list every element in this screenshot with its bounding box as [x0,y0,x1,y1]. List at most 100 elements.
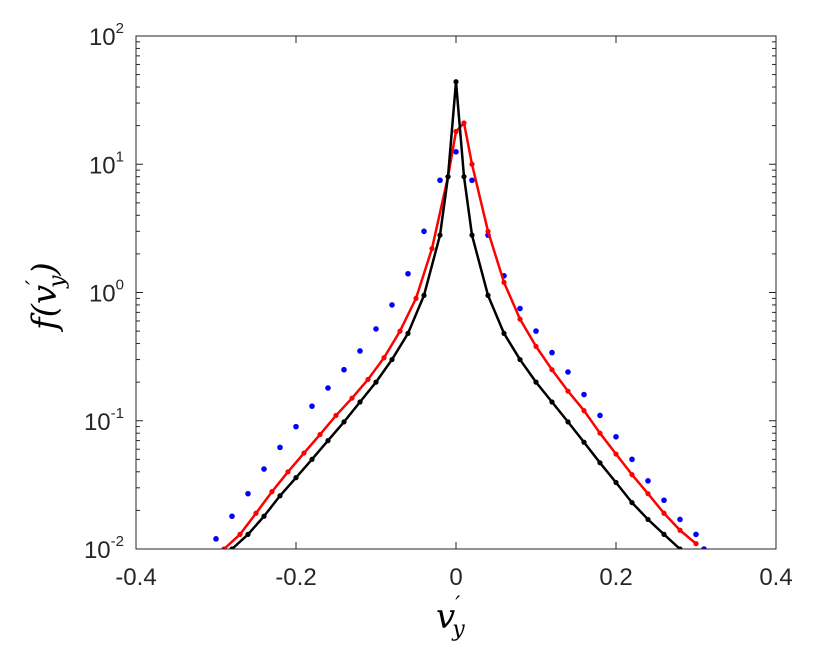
y-tick-label: 102 [89,20,124,51]
y-axis-label-prime: ′ [23,280,48,285]
series-line [223,121,697,549]
data-point [237,531,243,537]
y-tick-exponent: 1 [116,148,124,165]
data-point [597,430,603,436]
data-point [413,295,419,301]
data-point [405,270,411,277]
y-axis-label-base: v [25,285,65,304]
x-tick-label: 0.4 [759,564,792,591]
data-point [565,369,571,375]
data-point [293,423,299,430]
plot-frame [135,35,777,550]
data-point [453,128,459,135]
data-point [565,419,571,425]
y-tick-exponent: -2 [111,533,124,550]
data-point [613,479,619,486]
data-point [645,516,651,523]
data-point [501,330,507,336]
y-tick-base: 10 [84,409,111,436]
data-point [461,120,467,126]
data-point [389,356,395,363]
data-point [245,531,251,537]
data-point [693,531,699,538]
data-point [389,302,395,308]
y-tick-label: 10-2 [84,533,124,564]
y-tick-base: 10 [89,281,116,308]
y-tick-label: 100 [89,277,124,308]
series-1 [221,120,699,549]
data-point [469,177,475,184]
data-point [501,279,507,285]
data-point [453,149,459,155]
data-point [397,328,403,334]
data-point [269,489,275,495]
data-point [677,527,683,533]
series-2 [229,79,683,549]
data-point [597,412,603,419]
data-point [517,356,523,363]
data-point [517,316,523,322]
data-point [261,513,267,519]
data-point [245,490,251,497]
data-point [533,343,539,349]
data-point [317,431,323,438]
y-tick-base: 10 [84,537,111,564]
data-point [469,232,475,238]
x-tick-label: -0.2 [275,564,316,591]
data-point [405,330,411,336]
data-point [349,395,355,401]
data-point [253,510,259,516]
data-point [221,546,227,549]
data-point [429,245,435,252]
data-point [549,367,555,373]
data-point [629,500,635,506]
x-axis-label-sub: y [451,617,465,642]
data-point [357,399,363,405]
data-point [661,510,667,516]
data-point [485,228,491,234]
data-point [285,469,291,475]
data-point [597,460,603,466]
data-point [517,305,523,312]
data-point [629,456,635,463]
data-point [533,379,539,385]
data-point [661,497,667,504]
x-tick-label: -0.4 [115,564,156,591]
x-axis-label-prime: ′ [455,593,460,618]
data-point [677,516,683,523]
data-point [485,292,491,298]
y-axis-label: f(v′y) [23,262,70,333]
y-tick-label: 10-1 [84,405,124,436]
x-axis-label: v′ y [436,593,465,642]
data-point [613,433,619,440]
data-point [453,79,459,85]
y-axis-label-sub: y [45,275,70,289]
data-point [277,444,283,451]
data-point [229,513,235,520]
data-point [229,546,235,549]
data-point [301,450,307,456]
y-axis-label-suffix: ) [25,262,65,276]
y-tick-base: 10 [89,152,116,179]
x-tick-label: 0.2 [599,564,632,591]
plot-marks [213,79,707,549]
x-axis-ticks: -0.4 -0.2 0 0.2 0.4 [115,36,793,591]
data-point [357,348,363,354]
data-point [565,388,571,394]
data-point [437,232,443,238]
data-point [341,419,347,425]
data-point [213,536,219,542]
x-tick-label: 0 [449,564,462,591]
data-point [293,475,299,481]
data-point [309,456,315,462]
data-point [261,466,267,472]
data-point [381,355,387,361]
data-point [661,531,667,537]
y-tick-label: 101 [89,148,124,179]
data-point [445,174,451,180]
data-point [461,174,467,180]
data-point [701,546,707,549]
data-point [677,546,683,549]
y-tick-exponent: -1 [111,405,124,422]
